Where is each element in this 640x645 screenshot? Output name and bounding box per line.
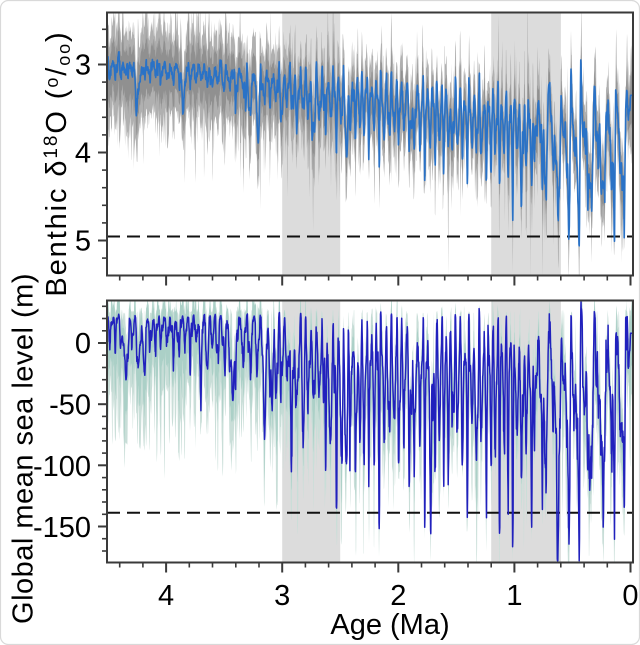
svg-text:4: 4 bbox=[158, 580, 174, 612]
svg-text:Benthic δ18O (o/oo): Benthic δ18O (o/oo) bbox=[41, 30, 74, 296]
svg-text:Age (Ma): Age (Ma) bbox=[330, 609, 449, 641]
svg-text:3: 3 bbox=[75, 50, 91, 82]
svg-text:4: 4 bbox=[75, 138, 91, 170]
svg-text:-150: -150 bbox=[33, 512, 91, 544]
svg-text:5: 5 bbox=[75, 226, 91, 258]
svg-text:0: 0 bbox=[75, 328, 91, 360]
svg-text:-50: -50 bbox=[49, 390, 91, 422]
svg-text:Global mean sea level (m): Global mean sea level (m) bbox=[8, 273, 40, 624]
svg-text:3: 3 bbox=[274, 580, 290, 612]
svg-text:1: 1 bbox=[506, 580, 522, 612]
svg-text:2: 2 bbox=[390, 580, 406, 612]
svg-text:-100: -100 bbox=[33, 451, 91, 483]
svg-text:0: 0 bbox=[622, 580, 638, 612]
